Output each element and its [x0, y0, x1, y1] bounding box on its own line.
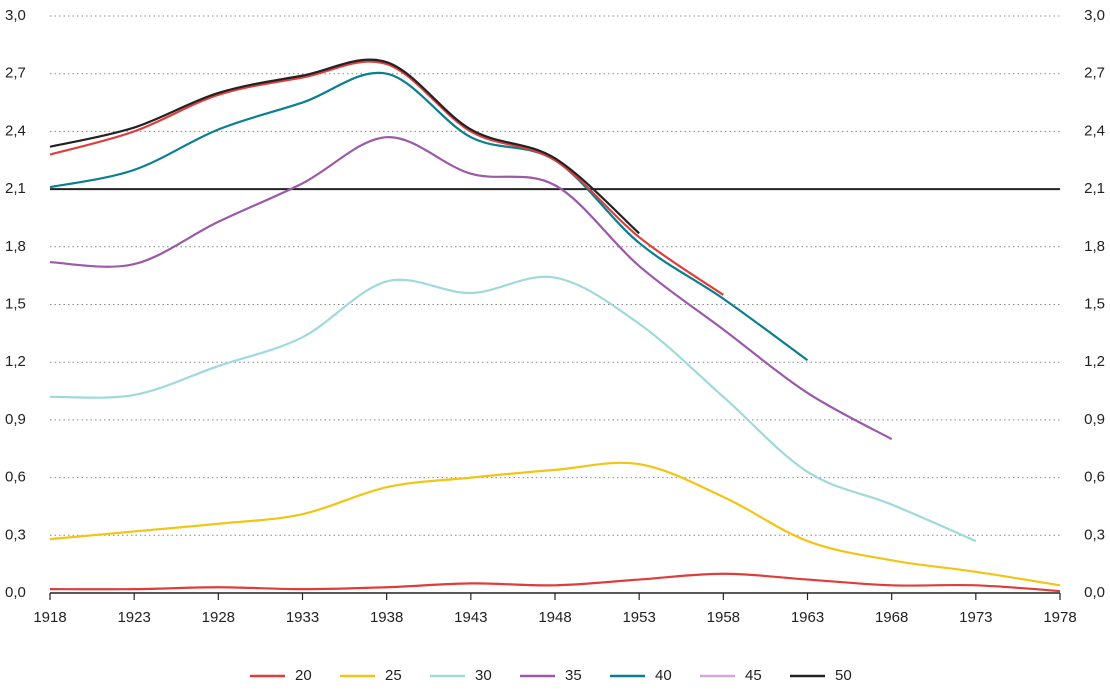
x-tick-label: 1978 — [1043, 609, 1076, 626]
y2-tick-label: 1,5 — [1084, 295, 1105, 312]
series-line — [49, 136, 893, 441]
x-tick-label: 1923 — [117, 609, 150, 626]
y2-tick-label: 0,6 — [1084, 469, 1105, 486]
series-line — [49, 71, 809, 362]
x-tick-label: 1938 — [370, 609, 403, 626]
legend-label: 50 — [835, 667, 852, 684]
series-line — [49, 60, 724, 296]
x-tick-label: 1963 — [791, 609, 824, 626]
x-tick-label: 1958 — [707, 609, 740, 626]
x-tick-label: 1933 — [286, 609, 319, 626]
x-tick-label: 1968 — [875, 609, 908, 626]
x-tick-label: 1928 — [202, 609, 235, 626]
x-tick-label: 1943 — [454, 609, 487, 626]
y2-tick-label: 2,1 — [1084, 180, 1105, 197]
y-tick-label: 2,7 — [5, 65, 26, 82]
y-tick-label: 1,2 — [5, 353, 26, 370]
y-tick-label: 0,6 — [5, 469, 26, 486]
y2-tick-label: 0,9 — [1084, 411, 1105, 428]
y-tick-label: 1,8 — [5, 238, 26, 255]
y2-tick-label: 0,0 — [1084, 584, 1105, 601]
series-line — [49, 58, 640, 235]
legend-label: 20 — [295, 667, 312, 684]
legend-label: 45 — [745, 667, 762, 684]
legend-label: 25 — [385, 667, 402, 684]
x-tick-label: 1953 — [622, 609, 655, 626]
series-line — [49, 275, 977, 543]
x-tick-label: 1918 — [33, 609, 66, 626]
y2-tick-label: 3,0 — [1084, 7, 1105, 24]
legend-label: 30 — [475, 667, 492, 684]
y2-tick-label: 1,2 — [1084, 353, 1105, 370]
y-tick-label: 0,9 — [5, 411, 26, 428]
x-tick-label: 1973 — [959, 609, 992, 626]
y2-tick-label: 2,4 — [1084, 122, 1105, 139]
legend-label: 35 — [565, 667, 582, 684]
y-tick-label: 2,4 — [5, 122, 26, 139]
y2-tick-label: 1,8 — [1084, 238, 1105, 255]
y-tick-label: 1,5 — [5, 295, 26, 312]
series-line — [49, 461, 1061, 587]
legend-label: 40 — [655, 667, 672, 684]
y-tick-label: 0,3 — [5, 526, 26, 543]
y2-tick-label: 0,3 — [1084, 526, 1105, 543]
y2-tick-label: 2,7 — [1084, 65, 1105, 82]
x-tick-label: 1948 — [538, 609, 571, 626]
y-tick-label: 3,0 — [5, 7, 26, 24]
y-tick-label: 0,0 — [5, 584, 26, 601]
y-tick-label: 2,1 — [5, 180, 26, 197]
series-line — [49, 572, 1061, 593]
